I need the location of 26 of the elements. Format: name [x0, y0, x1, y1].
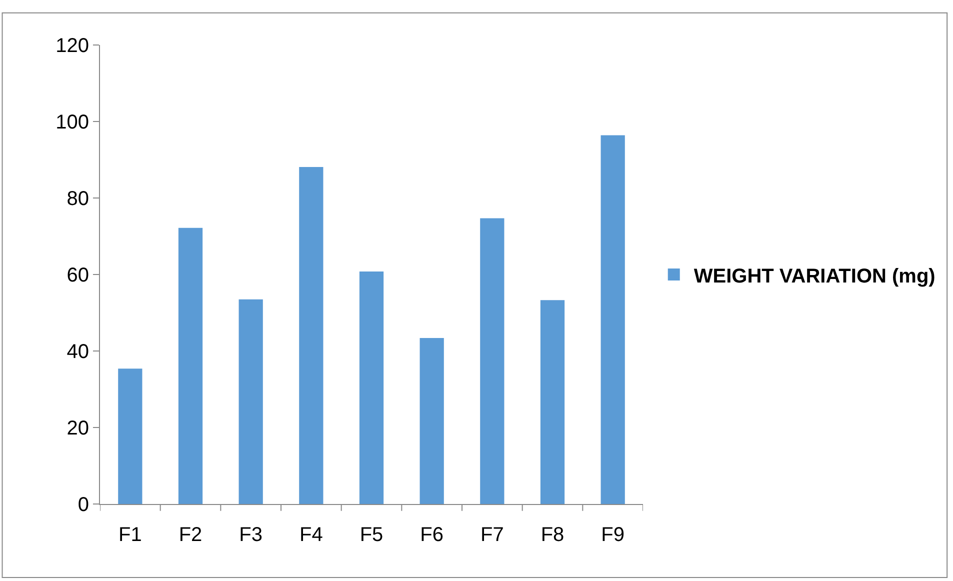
- x-tick-label: F1: [118, 524, 142, 546]
- x-tick-label: F4: [300, 524, 323, 546]
- x-tick-label: F9: [601, 524, 624, 546]
- y-tick-label: 0: [78, 494, 89, 516]
- y-tick-label: 20: [66, 418, 89, 440]
- y-tick-label: 100: [56, 112, 89, 134]
- x-tick-label: F2: [178, 524, 202, 546]
- x-tick-label: F3: [239, 524, 262, 546]
- bar: [540, 300, 565, 504]
- y-tick-label: 60: [66, 264, 89, 286]
- y-tick-label: 120: [56, 35, 89, 57]
- x-tick-label: F8: [540, 524, 564, 546]
- bar: [178, 228, 203, 504]
- y-tick-label: 80: [66, 188, 89, 210]
- x-tick-label: F6: [420, 524, 444, 546]
- y-tick-label: 40: [66, 341, 89, 363]
- x-tick-label: F7: [480, 524, 504, 546]
- bar: [359, 271, 384, 504]
- bar: [420, 338, 444, 504]
- bar: [238, 299, 263, 504]
- bar: [480, 218, 504, 504]
- bar: [600, 135, 625, 504]
- bar: [118, 368, 142, 504]
- legend-label: WEIGHT VARIATION (mg): [694, 265, 936, 288]
- x-tick-label: F5: [360, 524, 384, 546]
- bar: [299, 167, 324, 504]
